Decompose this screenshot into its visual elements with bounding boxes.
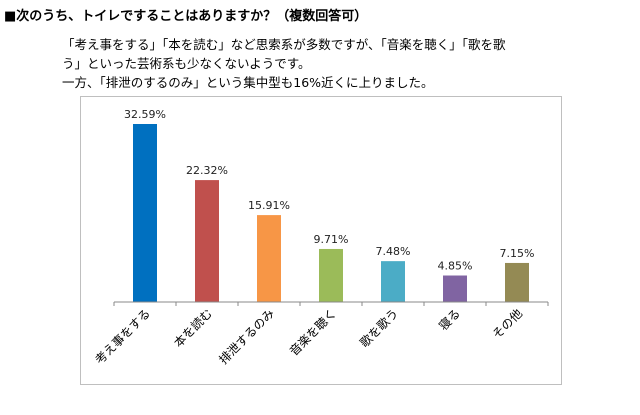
bar <box>133 124 157 302</box>
description-line: う」といった芸術系も少なくないようです。 <box>62 56 311 71</box>
description-line: 一方、「排泄のするのみ」という集中型も16%近くに上りました。 <box>62 75 434 90</box>
bar <box>257 215 281 302</box>
data-label: 9.71% <box>314 233 349 246</box>
x-tick-label: 排泄するのみ <box>216 306 277 367</box>
bar <box>443 275 467 302</box>
bar <box>195 180 219 302</box>
data-label: 22.32% <box>186 164 228 177</box>
description-line: 「考え事をする」「本を読む」など思索系が多数ですが、「音楽を聴く」「歌を歌 <box>62 37 506 52</box>
bar <box>505 262 529 302</box>
data-label: 32.59% <box>124 108 166 121</box>
data-label: 7.15% <box>500 247 535 260</box>
description: 「考え事をする」「本を読む」など思索系が多数ですが、「音楽を聴く」「歌を歌 う」… <box>62 35 506 92</box>
bar <box>319 248 343 302</box>
data-label: 7.48% <box>376 245 411 258</box>
x-tick-label: その他 <box>490 306 525 341</box>
data-label: 15.91% <box>248 199 290 212</box>
bar <box>381 261 405 302</box>
x-tick-label: 音楽を聴く <box>286 306 339 359</box>
x-tick-label: 考え事をする <box>92 306 153 367</box>
data-label: 4.85% <box>438 260 473 273</box>
x-tick-label: 本を読む <box>171 306 216 351</box>
chart-frame <box>80 96 562 385</box>
question-title: ■次のうち、トイレですることはありますか？（複数回答可） <box>4 9 368 24</box>
x-tick-label: 寝る <box>436 306 464 334</box>
x-tick-label: 歌を歌う <box>357 306 402 351</box>
